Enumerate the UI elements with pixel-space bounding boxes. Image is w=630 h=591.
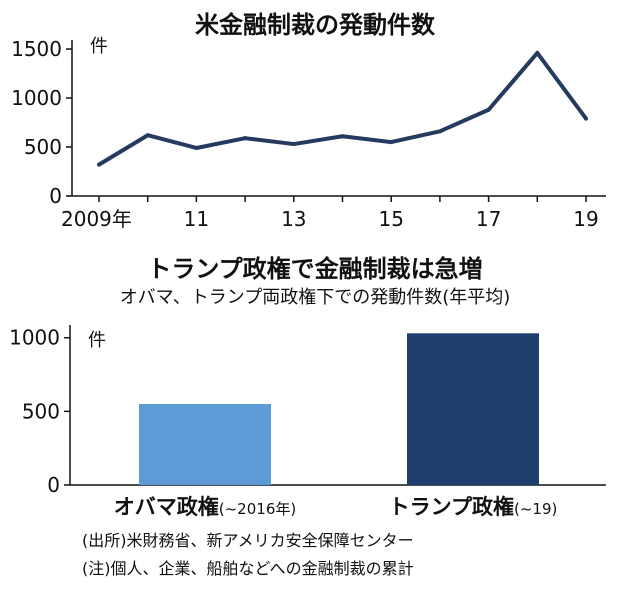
line-y-tick-label: 1500 (11, 37, 62, 61)
line-y-tick-label: 0 (49, 184, 62, 208)
bar-chart-title: トランプ政権で金融制裁は急増 (147, 255, 482, 283)
line-x-tick-label: 15 (378, 207, 403, 231)
source-note: (出所)米財務省、新アメリカ安全保障センター (82, 531, 414, 550)
bar-category-label: トランプ政権(~19) (389, 495, 558, 519)
bar-category-note: (~2016年) (219, 500, 296, 518)
line-chart-y-axis: 0 500 1000 1500 (11, 37, 72, 208)
bar-category-label: オバマ政権(~2016年) (114, 495, 296, 519)
line-x-tick-label: 13 (281, 207, 306, 231)
line-y-tick-label: 1000 (11, 86, 62, 110)
line-points (97, 50, 588, 167)
line-x-tick-label: 17 (476, 207, 501, 231)
line-y-tick-label: 500 (24, 135, 62, 159)
line-point (97, 162, 101, 167)
line-point (437, 129, 442, 134)
line-x-tick-label: 11 (184, 207, 209, 231)
line-point (535, 50, 540, 55)
line-point (194, 145, 199, 150)
line-point (291, 142, 296, 147)
line-point (243, 136, 248, 141)
line-point (340, 134, 345, 139)
bar-chart-subtitle: オバマ、トランプ両政権下での発動件数(年平均) (120, 287, 511, 308)
bar-category-labels: オバマ政権(~2016年) トランプ政権(~19) (114, 495, 558, 519)
bar (139, 404, 271, 485)
bar-category-name: トランプ政権 (389, 495, 514, 519)
line-point (486, 107, 491, 112)
bar (407, 333, 539, 485)
line-x-tick-label: 2009年 (61, 207, 132, 231)
line-chart: 米金融制裁の発動件数 件 0 500 1000 1500 2009年 11 13 15 17 1… (11, 11, 606, 231)
line-point (389, 140, 394, 145)
line-chart-title: 米金融制裁の発動件数 (195, 11, 436, 39)
line-point (584, 116, 588, 121)
bars (139, 333, 539, 485)
line-chart-x-ticks: 2009年 11 13 15 17 19 (61, 196, 599, 231)
bar-y-tick-label: 0 (47, 473, 60, 497)
bar-category-name: オバマ政権 (114, 495, 219, 519)
line-chart-unit: 件 (90, 36, 108, 57)
line-x-tick-label: 19 (573, 207, 598, 231)
line-series (97, 50, 588, 167)
bar-chart-y-axis: 0 500 1000 (9, 326, 70, 497)
line-point (145, 133, 150, 138)
bar-category-note: (~19) (514, 500, 557, 518)
bar-chart-unit: 件 (88, 330, 106, 351)
footnote: (注)個人、企業、船舶などへの金融制裁の累計 (82, 559, 414, 578)
bar-y-tick-label: 1000 (9, 326, 60, 350)
bar-y-tick-label: 500 (22, 399, 60, 423)
bar-chart: トランプ政権で金融制裁は急増 オバマ、トランプ両政権下での発動件数(年平均) 件… (9, 255, 606, 519)
